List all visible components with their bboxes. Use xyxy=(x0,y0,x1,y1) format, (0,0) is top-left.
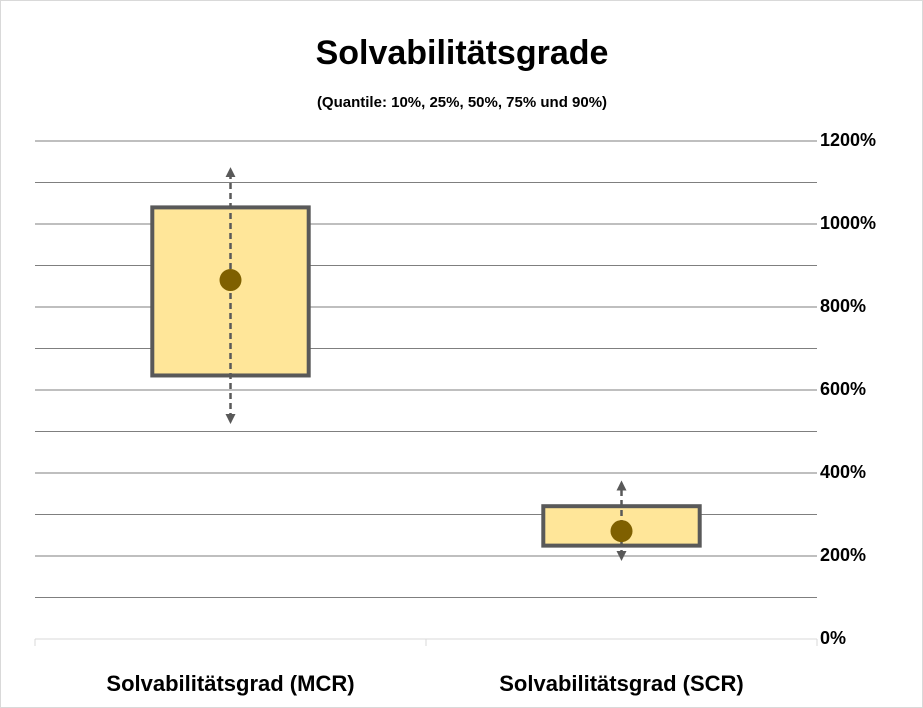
median-dot xyxy=(610,520,633,543)
y-tick-label: 800% xyxy=(820,296,866,316)
y-tick-label: 600% xyxy=(820,379,866,399)
median-dot xyxy=(219,269,242,292)
y-tick-label: 200% xyxy=(820,545,866,565)
chart-subtitle: (Quantile: 10%, 25%, 50%, 75% und 90%) xyxy=(317,94,607,111)
x-tick-label: Solvabilitätsgrad (SCR) xyxy=(499,671,743,696)
box xyxy=(150,205,311,378)
y-tick-label: 400% xyxy=(820,462,866,482)
y-tick-label: 0% xyxy=(820,628,846,648)
x-tick-label: Solvabilitätsgrad (MCR) xyxy=(106,671,354,696)
y-tick-label: 1200% xyxy=(820,130,876,150)
y-tick-label: 1000% xyxy=(820,213,876,233)
chart-title: Solvabilitätsgrade xyxy=(316,34,609,72)
